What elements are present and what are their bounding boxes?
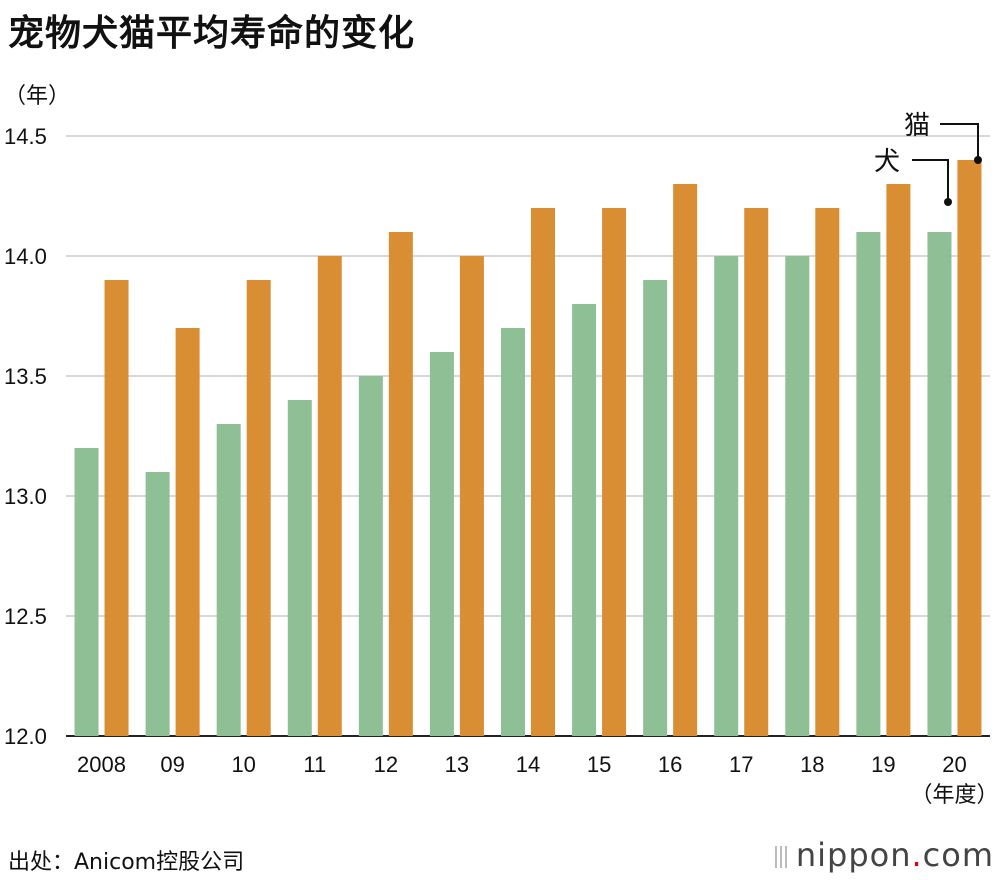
x-tick-label: 16 (658, 752, 682, 777)
cat-bar (175, 328, 200, 736)
x-tick-label: 10 (231, 752, 255, 777)
cat-bar (531, 208, 555, 736)
legend-dog-label: 犬 (874, 147, 900, 177)
y-tick-label: 14.5 (4, 124, 47, 149)
x-axis-label: （年度） (910, 783, 998, 808)
cat-leader-dot (974, 156, 982, 164)
dog-bar (927, 232, 952, 736)
brand-name: nippon (795, 836, 912, 874)
x-tick-label: 18 (800, 752, 824, 777)
y-tick-label: 13.0 (4, 484, 47, 509)
x-tick-label: 14 (516, 752, 540, 777)
x-tick-label: 13 (445, 752, 469, 777)
x-tick-label: 09 (160, 752, 184, 777)
y-tick-label: 13.5 (4, 364, 47, 389)
dog-bar (216, 424, 241, 736)
dog-bar (287, 400, 312, 736)
brand-bars-icon (774, 838, 790, 876)
dog-bar (429, 352, 454, 736)
x-tick-label: 15 (587, 752, 611, 777)
legend-cat-label: 猫 (904, 111, 930, 141)
cat-bar (602, 208, 627, 736)
y-tick-label: 14.0 (4, 244, 47, 269)
y-tick-label: 12.5 (4, 604, 47, 629)
cat-bar (388, 232, 413, 736)
cat-bar (886, 184, 911, 736)
cat-bar (673, 184, 698, 736)
dog-leader-line (912, 159, 949, 202)
chart-title: 宠物犬猫平均寿命的变化 (8, 13, 416, 54)
x-tick-label: 19 (871, 752, 895, 777)
dog-bar (856, 232, 881, 736)
cat-bar (246, 280, 271, 736)
cat-bar (957, 160, 982, 736)
dog-bar (643, 280, 668, 736)
x-tick-label: 11 (303, 752, 326, 777)
x-tick-label: 17 (729, 752, 753, 777)
y-axis-label: （年） (4, 84, 70, 109)
x-tick-label: 20 (942, 752, 966, 777)
dog-bar (74, 448, 99, 736)
dog-leader-dot (944, 198, 952, 206)
brand-tld: com (922, 836, 994, 874)
dog-bar (785, 256, 810, 736)
cat-bar (104, 280, 129, 736)
cat-bar (815, 208, 840, 736)
dog-bar (572, 304, 597, 736)
source-note: 出处：Anicom控股公司 (8, 850, 245, 875)
cat-leader-line (940, 123, 979, 160)
y-tick-label: 12.0 (4, 724, 47, 749)
cat-bar (744, 208, 769, 736)
cat-bar (459, 256, 484, 736)
cat-bar (317, 256, 342, 736)
x-tick-label: 2008 (77, 752, 126, 777)
dog-bar (501, 328, 525, 736)
dog-bar (358, 376, 383, 736)
dog-bar (145, 472, 170, 736)
dog-bar (714, 256, 739, 736)
bar-chart: 12.0 12.5 13.0 13.5 14.0 14.5 （年） 2008 09 10 11 12 1… (4, 84, 998, 808)
x-tick-label: 12 (374, 752, 398, 777)
brand-logo: nippon.com (774, 836, 994, 876)
brand-dot: . (911, 836, 923, 874)
